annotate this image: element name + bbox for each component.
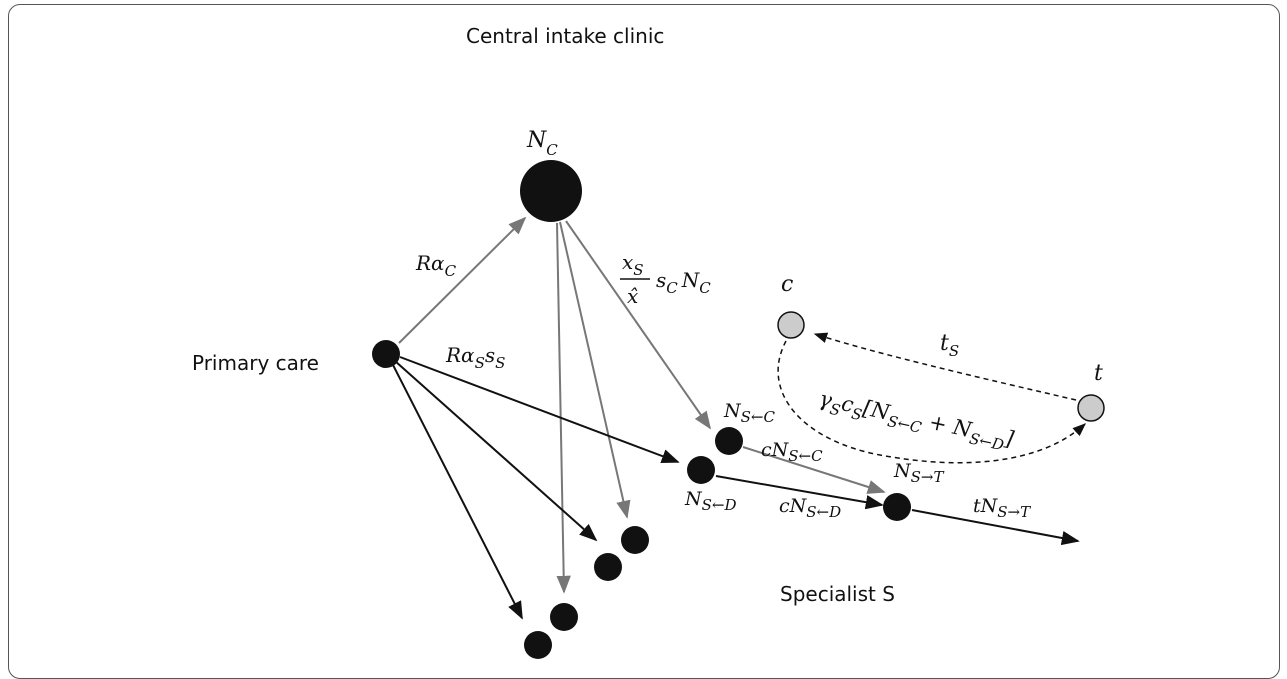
label-nc: NC [526, 128, 558, 159]
edge-primary-to-bottom-a [391, 362, 523, 620]
edge-primary-to-central [398, 216, 527, 344]
node-central-nc [520, 160, 582, 222]
node-bottom-a2 [524, 631, 552, 659]
label-nsd: NS←D [684, 488, 737, 514]
label-c-nsc: cNS←C [761, 439, 823, 465]
dashed-edge-c-to-t [777, 340, 1086, 464]
node-c [777, 311, 805, 339]
edge-central-to-nsc [565, 220, 712, 430]
label-t-nst: tNS→T [973, 495, 1031, 521]
edge-nst-out [911, 509, 1080, 546]
svg-text:xS: xS [622, 250, 644, 279]
edge-nsd-to-nst [715, 475, 884, 510]
label-r-alpha-c: RαC [415, 251, 457, 280]
label-ts: tS [940, 331, 959, 360]
node-nsc [715, 427, 743, 455]
edge-central-to-bottom-a [556, 222, 571, 594]
svg-text:x̂: x̂ [627, 284, 638, 308]
label-r-alpha-s-s-s: RαSsS [445, 343, 505, 372]
label-c: c [781, 272, 793, 297]
primary-care-label: Primary care [192, 351, 319, 375]
node-bottom-a1 [550, 603, 578, 631]
edge-primary-to-nsd [399, 356, 680, 464]
node-t [1077, 394, 1105, 422]
label-c-nsd: cNS←D [779, 495, 841, 521]
label-nst: NS→T [893, 460, 944, 486]
node-nst [883, 493, 911, 521]
referral-flow-diagram: Central intake clinic Primary care Speci… [192, 24, 1105, 659]
edge-primary-to-bottom-b [394, 360, 598, 542]
label-xs-fraction: xS x̂ sC NC [620, 250, 711, 308]
node-primary-care [372, 340, 400, 368]
node-bottom-b1 [621, 526, 649, 554]
edge-nsc-to-nst [742, 446, 886, 494]
label-nsc: NS←C [723, 400, 775, 426]
label-gamma-expression: γScS[NS←C + NS←D] [816, 386, 1017, 456]
node-nsd [687, 456, 715, 484]
specialist-label: Specialist S [780, 582, 895, 606]
central-intake-label: Central intake clinic [466, 24, 664, 48]
label-t: t [1094, 361, 1103, 386]
node-bottom-b2 [594, 553, 622, 581]
edge-central-to-bottom-b [559, 221, 631, 519]
